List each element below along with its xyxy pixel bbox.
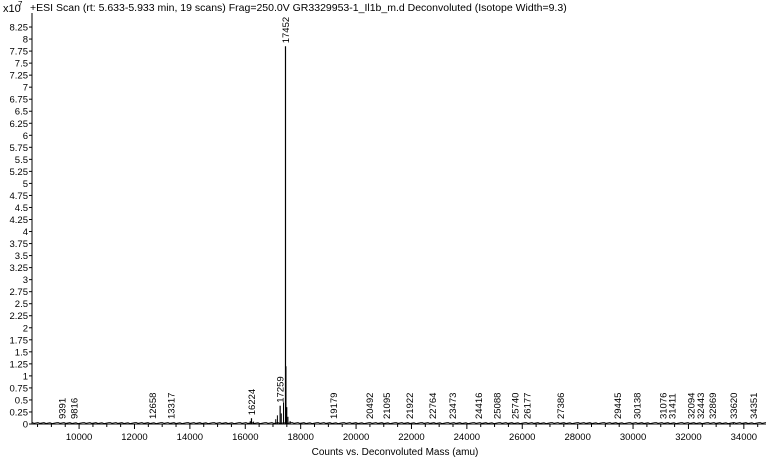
peak-label: 21922	[405, 393, 416, 419]
plot-area: 0 0.250.50.7511.251.51.7522.252.52.7533.2…	[10, 13, 767, 443]
y-tick-label: 1.25	[10, 359, 29, 370]
chart-title: +ESI Scan (rt: 5.633-5.933 min, 19 scans…	[30, 2, 567, 14]
y-tick-label: 3	[23, 275, 28, 286]
peak-label: 17259	[276, 376, 287, 402]
y-tick-label: 7.25	[10, 71, 29, 82]
x-tick-label: 20000	[343, 432, 369, 443]
peak-label: 24416	[474, 393, 485, 419]
peak-label: 29445	[613, 393, 624, 419]
y-tick-label: 0.5	[15, 395, 28, 406]
peak-label: 25088	[492, 393, 503, 419]
y-tick-label: 4	[23, 227, 28, 238]
x-tick-label: 14000	[177, 432, 203, 443]
x-tick-label: 30000	[620, 432, 646, 443]
y-tick-label: 3.5	[15, 251, 28, 262]
y-multiplier-exponent: 7	[18, 0, 23, 9]
x-axis-label: Counts vs. Deconvoluted Mass (amu)	[312, 447, 479, 458]
y-tick-label: 6	[23, 131, 28, 142]
y-tick-label: 2.75	[10, 287, 29, 298]
y-tick-label: 0.75	[10, 383, 29, 394]
y-tick-label: 1	[23, 371, 28, 382]
y-multiplier-base: x10	[3, 3, 21, 15]
y-tick-label: 5	[23, 179, 28, 190]
y-tick-label: 7.5	[15, 59, 28, 70]
y-tick-label: 1.5	[15, 347, 28, 358]
y-tick-label: 6.75	[10, 95, 29, 106]
y-tick-label: 3.75	[10, 239, 29, 250]
x-tick-label: 16000	[232, 432, 258, 443]
peak-label: 9816	[69, 398, 80, 419]
y-tick-label: 7	[23, 83, 28, 94]
x-tick-label: 12000	[121, 432, 147, 443]
y-tick-label: 6.25	[10, 119, 29, 130]
peak-label: 33620	[729, 393, 740, 419]
y-tick-label: 4.5	[15, 203, 28, 214]
peak-label: 12658	[148, 393, 159, 419]
peak-label: 31076	[658, 393, 669, 419]
y-tick-label: 4.75	[10, 191, 29, 202]
peak-label: 22764	[428, 393, 439, 419]
x-tick-label: 10000	[66, 432, 92, 443]
y-tick-label: 2	[23, 323, 28, 334]
peak-label: 26177	[523, 393, 534, 419]
y-tick-label: 2.5	[15, 299, 28, 310]
peak-label: 21095	[382, 393, 393, 419]
peak-label: 19179	[329, 393, 340, 419]
y-tick-label: 2.25	[10, 311, 29, 322]
peak-label: 13317	[166, 393, 177, 419]
y-tick-label: 0	[23, 420, 28, 431]
peak-label: 32869	[708, 393, 719, 419]
y-tick-label: 4.25	[10, 215, 29, 226]
peak-label: 34351	[749, 393, 760, 419]
y-tick-label: 1.75	[10, 335, 29, 346]
spectrum-baseline	[31, 421, 767, 424]
y-tick-label: 5.5	[15, 155, 28, 166]
peak-label: 27386	[556, 393, 567, 419]
peak-label: 32443	[696, 393, 707, 419]
y-tick-label: 8	[23, 35, 28, 46]
x-tick-label: 26000	[509, 432, 535, 443]
peak-label: 32094	[687, 393, 698, 419]
y-tick-label: 7.75	[10, 47, 29, 58]
x-tick-label: 34000	[731, 432, 757, 443]
peak-label: 16224	[247, 389, 258, 415]
y-tick-label: 6.5	[15, 107, 28, 118]
x-tick-label: 28000	[564, 432, 590, 443]
y-tick-label: 0.25	[10, 407, 29, 418]
x-tick-label: 18000	[287, 432, 313, 443]
peak-label: 25740	[511, 393, 522, 419]
y-tick-label: 5.25	[10, 167, 29, 178]
peak-label: 9391	[58, 398, 69, 419]
y-tick-label: 3.25	[10, 263, 29, 274]
y-tick-label: 5.75	[10, 143, 29, 154]
peak-label: 20492	[365, 393, 376, 419]
x-tick-label: 22000	[398, 432, 424, 443]
peak-label: 17452	[281, 17, 292, 43]
peak-label: 30138	[632, 393, 643, 419]
x-tick-label: 32000	[675, 432, 701, 443]
peak-label: 23473	[448, 393, 459, 419]
y-tick-label: 8.25	[10, 23, 29, 34]
peak-label: 31411	[668, 393, 679, 419]
x-tick-label: 24000	[454, 432, 480, 443]
